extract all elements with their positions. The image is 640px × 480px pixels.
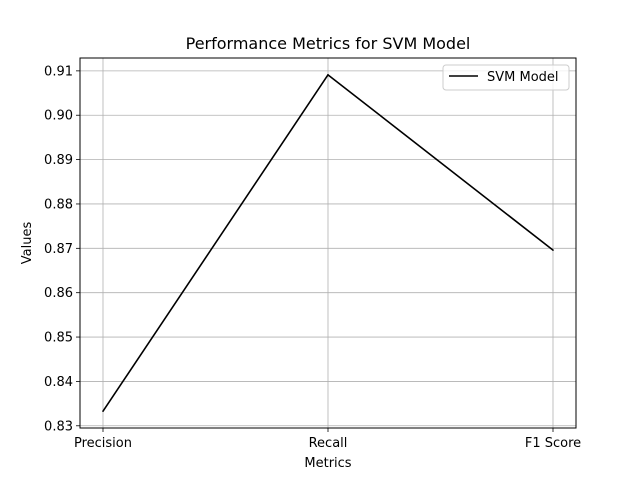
data-point <box>552 249 554 251</box>
legend-box <box>442 64 570 91</box>
data-point <box>327 74 329 76</box>
y-axis-label: Values <box>20 222 35 265</box>
legend-entry-label: SVM Model <box>487 70 559 85</box>
y-tick-label: 0.83 <box>44 419 73 434</box>
y-tick-label: 0.85 <box>44 331 73 346</box>
grid-lines <box>80 58 576 428</box>
chart-title: Performance Metrics for SVM Model <box>186 34 471 53</box>
data-point <box>102 410 104 412</box>
y-tick-label: 0.86 <box>44 286 73 301</box>
y-tick-label: 0.88 <box>44 197 73 212</box>
y-tick-label: 0.91 <box>44 64 73 79</box>
y-tick-label: 0.87 <box>44 242 73 257</box>
x-axis-label: Metrics <box>304 456 351 471</box>
y-tick-label: 0.90 <box>44 109 73 124</box>
y-tick-label: 0.89 <box>44 153 73 168</box>
x-tick-label: Recall <box>309 436 348 451</box>
x-tick-label: Precision <box>74 436 132 451</box>
axis-ticks: Precision Recall F1 Score 0.83 0.84 0.85 0.86 0… <box>44 64 581 451</box>
legend: SVM Model <box>442 64 570 91</box>
y-tick-label: 0.84 <box>44 375 73 390</box>
series-layer <box>102 74 554 412</box>
x-tick-label: F1 Score <box>525 436 581 451</box>
